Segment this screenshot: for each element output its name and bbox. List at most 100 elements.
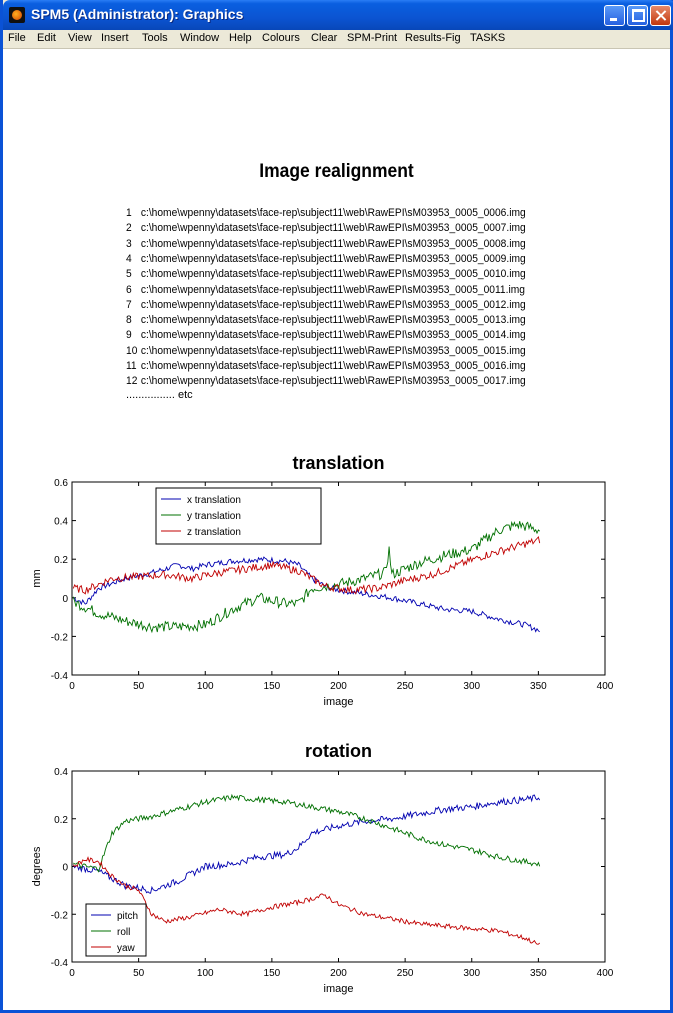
file-path: c:\home\wpenny\datasets\face-rep\subject…: [140, 252, 526, 265]
series-line-roll: [73, 793, 541, 873]
file-index: 1: [126, 207, 132, 219]
menu-bar: File Edit View Insert Tools Window Help …: [3, 30, 670, 49]
title-bar[interactable]: SPM5 (Administrator): Graphics: [3, 0, 673, 30]
file-list-item: 11 c:\home\wpenny\datasets\face-rep\subje…: [126, 360, 526, 372]
x-tick-label: 0: [69, 968, 75, 979]
y-tick-label: 0.2: [54, 815, 68, 826]
file-index: 9: [126, 329, 132, 342]
file-index: 7: [126, 298, 132, 311]
x-tick-label: 150: [264, 968, 281, 979]
file-path: c:\home\wpenny\datasets\face-rep\subject…: [140, 329, 526, 342]
x-tick-label: 0: [69, 681, 75, 692]
file-path: c:\home\wpenny\datasets\face-rep\subject…: [140, 237, 526, 250]
menu-results-fig[interactable]: Results-Fig: [405, 32, 461, 44]
file-path: c:\home\wpenny\datasets\face-rep\subject…: [140, 360, 526, 372]
y-tick-label: 0: [62, 863, 68, 874]
file-path: c:\home\wpenny\datasets\face-rep\subject…: [140, 344, 526, 357]
file-index: 6: [126, 283, 132, 296]
file-path: c:\home\wpenny\datasets\face-rep\subject…: [140, 222, 526, 235]
file-path: c:\home\wpenny\datasets\face-rep\subject…: [140, 268, 526, 281]
file-index: 5: [126, 268, 132, 281]
legend-label: pitch: [117, 911, 138, 922]
file-list-item: 8 c:\home\wpenny\datasets\face-rep\subjec…: [126, 314, 526, 326]
chart-title: rotation: [305, 741, 372, 761]
menu-window[interactable]: Window: [180, 32, 220, 44]
x-tick-label: 350: [530, 968, 547, 979]
y-tick-label: -0.2: [51, 910, 69, 921]
legend-label: roll: [117, 927, 130, 938]
x-axis-label: image: [324, 696, 354, 708]
legend-label: x translation: [187, 495, 241, 506]
realignment-title: Image realignment: [259, 161, 414, 182]
plot-area: [71, 481, 606, 676]
file-path: c:\home\wpenny\datasets\face-rep\subject…: [140, 298, 526, 311]
y-axis-label: mm: [31, 569, 43, 587]
file-list-item: 10 c:\home\wpenny\datasets\face-rep\subje…: [126, 345, 526, 357]
x-axis-label: image: [324, 983, 354, 995]
x-tick-label: 200: [330, 681, 347, 692]
x-tick-label: 50: [133, 968, 145, 979]
x-tick-label: 250: [397, 681, 414, 692]
x-tick-label: 200: [330, 968, 347, 979]
x-tick-label: 50: [133, 681, 145, 692]
file-index: 10: [126, 344, 138, 357]
legend-label: z translation: [187, 527, 241, 538]
file-list-item: 12 c:\home\wpenny\datasets\face-rep\subje…: [126, 375, 526, 387]
x-tick-label: 350: [530, 681, 547, 692]
y-tick-label: -0.4: [51, 958, 69, 969]
y-tick-label: -0.4: [51, 671, 69, 682]
chart-rotation: rotation 0 50 100 150 200 250 300 350 400 -0.4 -0.2…: [31, 741, 614, 995]
menu-clear[interactable]: Clear: [311, 32, 338, 44]
y-tick-label: 0.6: [54, 478, 68, 489]
menu-insert[interactable]: Insert: [101, 32, 129, 44]
legend-label: y translation: [187, 511, 241, 522]
file-list-item: 6 c:\home\wpenny\datasets\face-rep\subjec…: [126, 284, 525, 296]
series-line-z-translation: [72, 536, 541, 595]
maximize-button[interactable]: [627, 5, 648, 26]
file-list-item: 3 c:\home\wpenny\datasets\face-rep\subjec…: [126, 238, 526, 250]
y-axis-label: degrees: [31, 846, 43, 886]
matlab-app-icon: [9, 7, 25, 23]
series-line-pitch: [72, 794, 541, 894]
minimize-button[interactable]: [604, 5, 625, 26]
menu-edit[interactable]: Edit: [37, 32, 56, 44]
legend-label: yaw: [117, 943, 136, 954]
file-index: 4: [126, 252, 132, 265]
file-index: 2: [126, 222, 132, 235]
file-index: 3: [126, 237, 132, 250]
y-tick-label: -0.2: [51, 632, 69, 643]
file-list-item: 1 c:\home\wpenny\datasets\face-rep\subjec…: [126, 207, 526, 219]
menu-colours[interactable]: Colours: [262, 32, 300, 44]
file-path: c:\home\wpenny\datasets\face-rep\subject…: [140, 207, 526, 219]
close-button[interactable]: [650, 5, 671, 26]
y-tick-label: 0.2: [54, 555, 68, 566]
file-list-item: 2 c:\home\wpenny\datasets\face-rep\subjec…: [126, 222, 526, 234]
menu-tools[interactable]: Tools: [142, 32, 168, 44]
menu-tasks[interactable]: TASKS: [470, 32, 506, 44]
file-list-item: 4 c:\home\wpenny\datasets\face-rep\subjec…: [126, 253, 526, 265]
x-tick-label: 300: [463, 968, 480, 979]
file-index: 11: [126, 360, 137, 372]
file-list-item: 9 c:\home\wpenny\datasets\face-rep\subjec…: [126, 329, 526, 341]
menu-spm-print[interactable]: SPM-Print: [347, 32, 398, 44]
series-line-y-translation: [72, 520, 541, 634]
file-path: c:\home\wpenny\datasets\face-rep\subject…: [140, 314, 526, 327]
chart-title: translation: [292, 453, 384, 473]
menu-view[interactable]: View: [68, 32, 92, 44]
graphics-canvas: Image realignment 1 c:\home\wpenny\datase…: [3, 49, 670, 1010]
menu-help[interactable]: Help: [229, 32, 252, 44]
file-list-etc: ................ etc: [126, 389, 193, 401]
chart-translation: translation 0 50 100 150 200 250 300 350 400 -0.4 -…: [31, 453, 614, 708]
menu-file[interactable]: File: [8, 32, 26, 44]
x-tick-label: 100: [197, 681, 214, 692]
y-tick-label: 0.4: [54, 767, 68, 778]
window-title: SPM5 (Administrator): Graphics: [31, 6, 244, 22]
legend-box: [155, 487, 322, 545]
x-tick-label: 400: [597, 968, 614, 979]
file-path: c:\home\wpenny\datasets\face-rep\subject…: [140, 283, 525, 296]
parameter-plots: translation 0 50 100 150 200 250 300 350 400 -0.4 -…: [31, 453, 614, 995]
file-index: 12: [126, 375, 138, 388]
file-list-item: 5 c:\home\wpenny\datasets\face-rep\subjec…: [126, 268, 526, 280]
file-path: c:\home\wpenny\datasets\face-rep\subject…: [140, 375, 526, 388]
